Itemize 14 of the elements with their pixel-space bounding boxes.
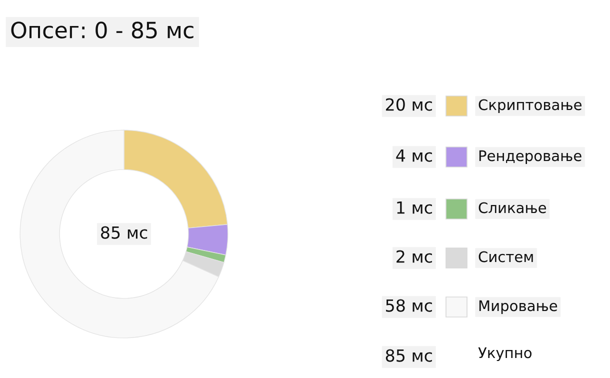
data-label: 58 мс: [386, 299, 432, 312]
data-label: 4 мс: [396, 149, 432, 162]
data-label: 2 мс: [396, 250, 432, 263]
text: 85 мс: [101, 226, 148, 239]
text: Укупно: [478, 347, 532, 362]
chart-title: Опсег: 0 - 85 мс: [11, 22, 194, 38]
text: 85 мс: [386, 349, 432, 362]
legend-label: Систем: [478, 251, 533, 262]
legend-label: Рендеровање: [479, 150, 582, 164]
data-label: 20 мс: [386, 98, 432, 111]
data-label: 1 мс: [397, 201, 432, 214]
legend-label: Сликање: [478, 202, 546, 214]
legend-label: Мировање: [479, 300, 558, 314]
legend-label: Скриптовање: [478, 99, 582, 114]
